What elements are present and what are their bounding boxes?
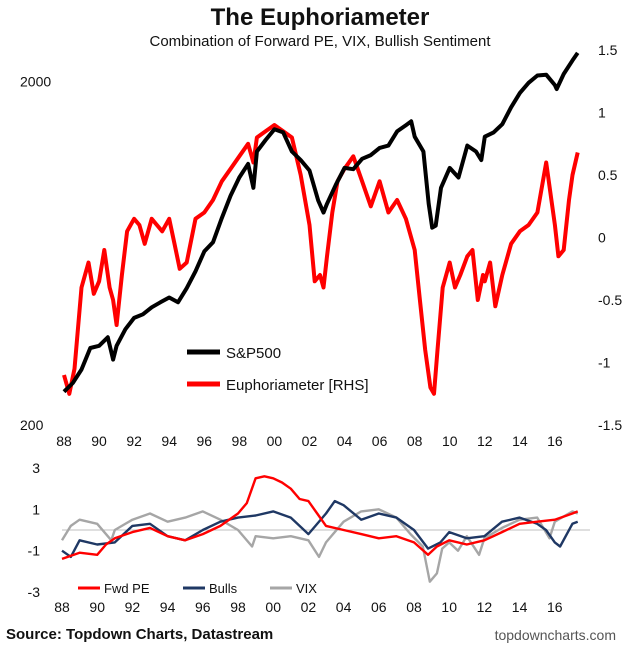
bottom-x-tick-label: 10 (441, 599, 457, 615)
bottom-y-tick-label: -3 (28, 584, 41, 600)
top-x-tick-label: 90 (91, 433, 107, 449)
bottom-x-tick-label: 04 (336, 599, 352, 615)
right-axis-tick-label: 1 (598, 105, 606, 121)
top-x-tick-label: 88 (56, 433, 72, 449)
euphoriameter-line (62, 123, 580, 396)
right-axis-tick-label: -1 (598, 355, 611, 371)
legend-label-fwd-pe: Fwd PE (104, 581, 150, 596)
bulls-line (61, 499, 579, 559)
bottom-x-tick-label: 92 (125, 599, 141, 615)
chart-title: The Euphoriameter (210, 4, 430, 31)
bottom-x-tick-label: 94 (160, 599, 176, 615)
watermark: topdowncharts.com (494, 627, 616, 643)
right-axis-tick-label: 1.5 (598, 42, 618, 58)
bottom-x-tick-label: 02 (301, 599, 317, 615)
vix-line (60, 508, 579, 583)
chart-subtitle: Combination of Forward PE, VIX, Bullish … (149, 33, 491, 50)
sp500-line (62, 51, 580, 394)
bottom-y-tick-label: -1 (28, 543, 41, 559)
top-x-tick-label: 12 (477, 433, 493, 449)
bottom-x-tick-label: 98 (230, 599, 246, 615)
legend-label-euphoriameter: Euphoriameter [RHS] (226, 377, 369, 394)
bottom-x-tick-label: 96 (195, 599, 211, 615)
source-note: Source: Topdown Charts, Datastream (6, 626, 274, 643)
bottom-x-tick-label: 12 (477, 599, 493, 615)
bottom-x-tick-label: 14 (512, 599, 528, 615)
legend-label-sp500: S&P500 (226, 345, 281, 362)
legend-label-bulls: Bulls (209, 581, 238, 596)
fwd-pe-line (61, 475, 579, 561)
right-axis-tick-label: -0.5 (598, 292, 622, 308)
bottom-x-tick-label: 08 (406, 599, 422, 615)
top-x-tick-label: 98 (232, 433, 248, 449)
top-x-tick-label: 14 (512, 433, 528, 449)
top-x-tick-label: 02 (302, 433, 318, 449)
right-axis-tick-label: -1.5 (598, 417, 622, 433)
bottom-x-tick-label: 88 (54, 599, 70, 615)
bottom-y-tick-label: 3 (32, 460, 40, 476)
right-axis-tick-label: 0 (598, 230, 606, 246)
top-x-tick-label: 96 (196, 433, 212, 449)
top-x-tick-label: 92 (126, 433, 142, 449)
top-x-tick-label: 94 (161, 433, 177, 449)
bottom-x-tick-label: 00 (265, 599, 281, 615)
top-x-tick-label: 06 (372, 433, 388, 449)
bottom-x-tick-label: 16 (547, 599, 563, 615)
top-x-tick-label: 00 (267, 433, 283, 449)
top-x-tick-label: 16 (547, 433, 563, 449)
bottom-y-tick-label: 1 (32, 501, 40, 517)
bottom-x-tick-label: 90 (89, 599, 105, 615)
top-x-tick-label: 04 (337, 433, 353, 449)
left-axis-tick-label: 200 (20, 417, 44, 433)
right-axis-tick-label: 0.5 (598, 167, 618, 183)
legend-label-vix: VIX (296, 581, 317, 596)
bottom-x-tick-label: 06 (371, 599, 387, 615)
top-x-tick-label: 10 (442, 433, 458, 449)
left-axis-tick-label: 2000 (20, 73, 51, 89)
top-x-tick-label: 08 (407, 433, 423, 449)
